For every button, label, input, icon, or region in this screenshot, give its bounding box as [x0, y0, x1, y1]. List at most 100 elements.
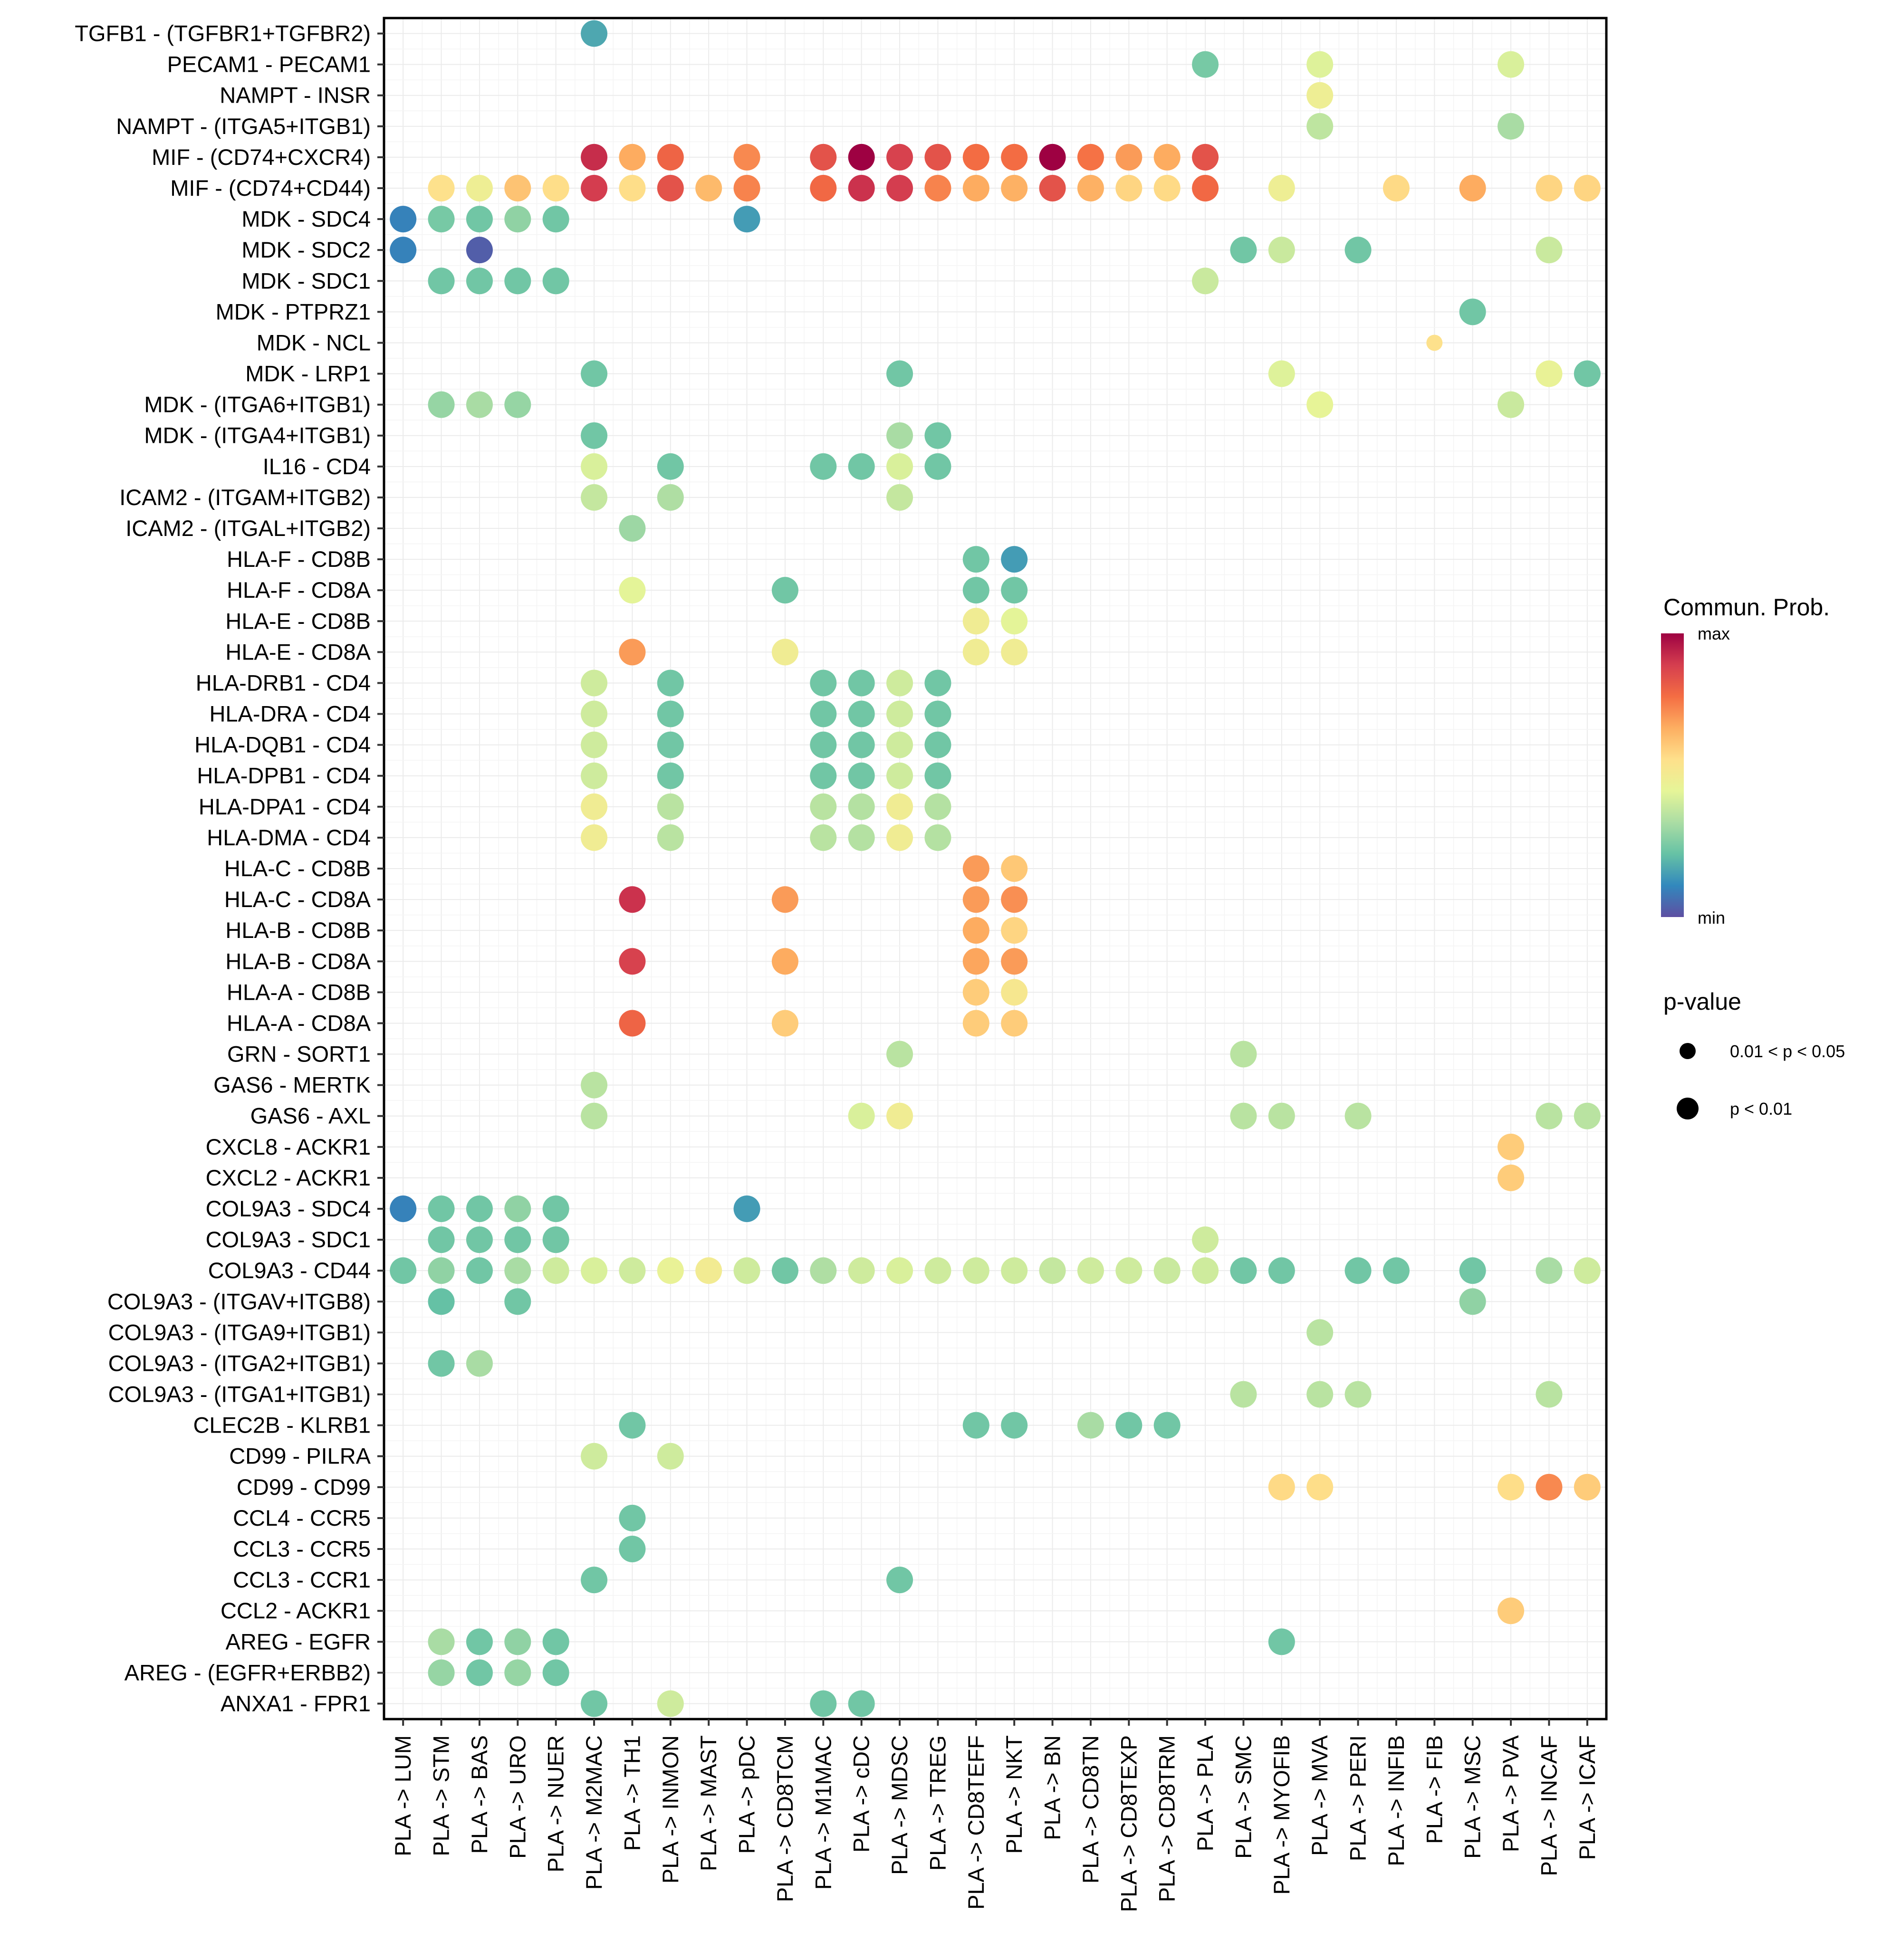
data-point	[1498, 51, 1525, 78]
data-point	[504, 1628, 531, 1655]
y-tick-label: HLA-DQB1 - CD4	[194, 732, 371, 757]
data-point	[1153, 1412, 1181, 1439]
data-point	[848, 453, 875, 480]
data-point	[1536, 1381, 1563, 1408]
data-point	[542, 175, 569, 201]
y-tick-label: HLA-DRA - CD4	[209, 701, 371, 727]
data-point	[848, 824, 875, 851]
x-tick-label: PLA -> CD8TN	[1078, 1735, 1103, 1884]
data-point	[1077, 175, 1104, 201]
data-point	[504, 1195, 531, 1222]
y-tick-label: HLA-F - CD8A	[227, 577, 371, 602]
data-point	[771, 886, 798, 913]
data-point	[1192, 175, 1219, 201]
data-point	[1001, 979, 1028, 1006]
data-point	[1230, 1041, 1257, 1068]
data-point	[1001, 608, 1028, 635]
data-point	[504, 391, 531, 418]
data-point	[657, 1257, 684, 1284]
y-tick-label: COL9A3 - SDC4	[206, 1196, 371, 1221]
data-point	[466, 268, 493, 295]
data-point	[466, 237, 493, 264]
data-point	[542, 1226, 569, 1253]
data-point	[962, 143, 989, 171]
colorbar-max-label: max	[1698, 624, 1730, 643]
data-point	[1192, 268, 1219, 295]
data-point	[962, 1010, 989, 1037]
data-point	[848, 1690, 875, 1717]
data-point	[1344, 1381, 1372, 1408]
data-point	[962, 917, 989, 944]
y-tick-label: HLA-B - CD8B	[225, 918, 371, 943]
data-point	[924, 731, 951, 758]
data-point	[1574, 1473, 1601, 1501]
x-tick-label: PLA -> INFIB	[1383, 1735, 1409, 1866]
data-point	[619, 948, 646, 975]
data-point	[581, 1443, 608, 1470]
data-point	[1306, 51, 1334, 78]
data-point	[466, 1628, 493, 1655]
data-point	[428, 1195, 455, 1222]
y-tick-label: MIF - (CD74+CXCR4)	[152, 144, 371, 170]
data-point	[1001, 143, 1028, 171]
y-tick-label: AREG - (EGFR+ERBB2)	[125, 1660, 371, 1685]
size-legend-key-large	[1677, 1098, 1699, 1119]
x-tick-label: PLA -> SMC	[1230, 1735, 1256, 1859]
data-point	[504, 1288, 531, 1315]
data-point	[1344, 1102, 1372, 1129]
data-point	[466, 206, 493, 233]
y-tick-label: HLA-C - CD8B	[224, 856, 371, 881]
data-point	[771, 639, 798, 666]
y-tick-label: CD99 - CD99	[237, 1474, 371, 1500]
data-point	[1268, 1473, 1295, 1501]
data-point	[619, 1536, 646, 1562]
data-point	[810, 731, 837, 758]
y-tick-label: MDK - SDC4	[241, 206, 371, 231]
data-point	[581, 731, 608, 758]
data-point	[886, 824, 913, 851]
size-legend-label-small: 0.01 < p < 0.05	[1730, 1042, 1845, 1061]
data-point	[924, 793, 951, 820]
data-point	[504, 268, 531, 295]
data-point	[810, 824, 837, 851]
data-point	[1153, 143, 1181, 171]
data-point	[581, 1102, 608, 1129]
data-point	[962, 175, 989, 201]
data-point	[1268, 1257, 1295, 1284]
data-point	[428, 268, 455, 295]
data-point	[1001, 175, 1028, 201]
data-point	[924, 453, 951, 480]
data-point	[542, 1659, 569, 1686]
data-point	[1268, 175, 1295, 201]
y-tick-label: IL16 - CD4	[263, 454, 371, 479]
y-tick-label: HLA-F - CD8B	[227, 546, 371, 572]
data-point	[886, 700, 913, 727]
y-tick-label: ANXA1 - FPR1	[221, 1691, 371, 1716]
data-point	[848, 762, 875, 789]
data-point	[1498, 1164, 1525, 1191]
data-point	[504, 1226, 531, 1253]
data-point	[1306, 1319, 1334, 1346]
data-point	[848, 793, 875, 820]
data-point	[466, 1257, 493, 1284]
x-tick-label: PLA -> STM	[429, 1735, 454, 1856]
x-tick-label: PLA -> CD8TRM	[1154, 1735, 1180, 1902]
y-tick-label: HLA-A - CD8A	[227, 1010, 371, 1035]
data-point	[1192, 1257, 1219, 1284]
y-tick-label: COL9A3 - SDC1	[206, 1227, 371, 1252]
x-tick-label: PLA -> TREG	[925, 1735, 950, 1871]
data-point	[1536, 1257, 1563, 1284]
data-point	[810, 453, 837, 480]
data-point	[924, 824, 951, 851]
data-point	[581, 824, 608, 851]
data-point	[733, 175, 760, 201]
data-point	[1459, 1257, 1486, 1284]
x-tick-label: PLA -> CD8TEXP	[1116, 1735, 1141, 1912]
data-point	[542, 1628, 569, 1655]
data-point	[542, 1195, 569, 1222]
y-tick-label: AREG - EGFR	[225, 1629, 371, 1654]
data-point	[428, 1257, 455, 1284]
data-point	[581, 1690, 608, 1717]
data-point	[657, 453, 684, 480]
